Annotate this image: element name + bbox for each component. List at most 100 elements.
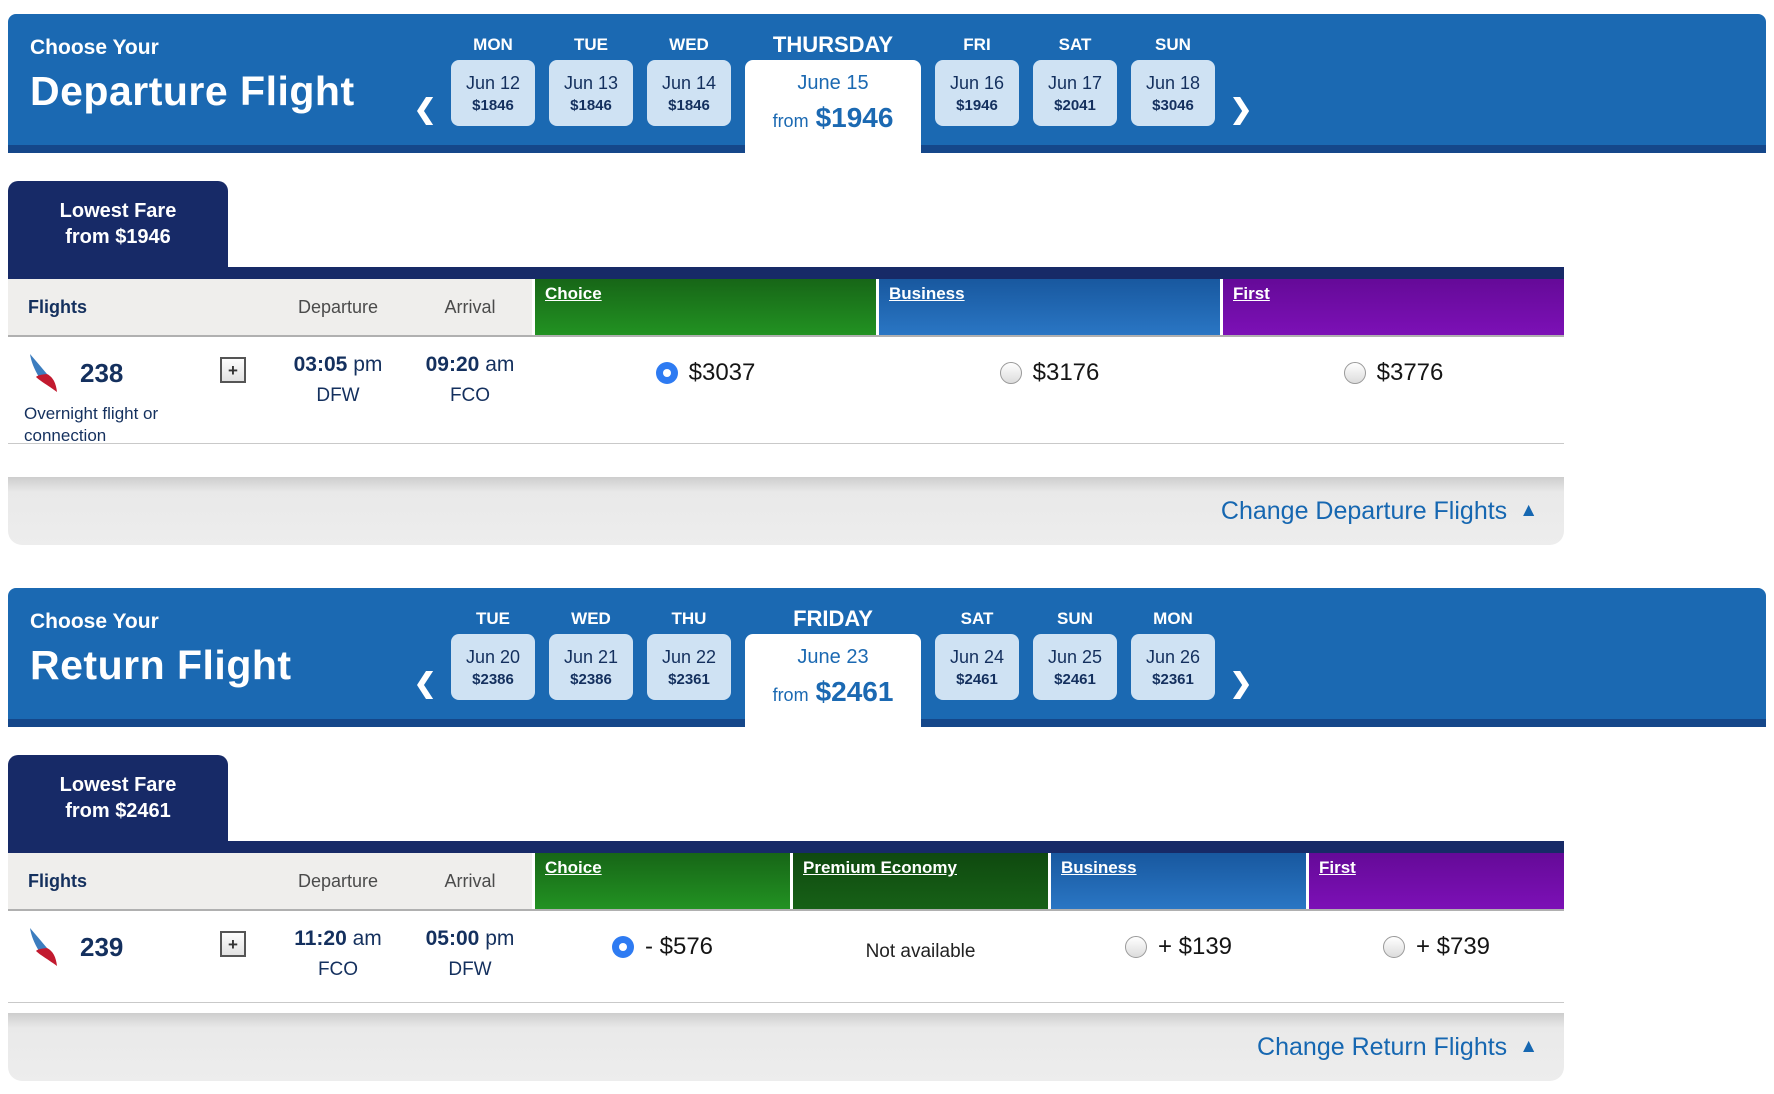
date-tab-box[interactable]: Jun 26 $2361 bbox=[1131, 634, 1215, 700]
arrival-column-header: Arrival bbox=[444, 870, 496, 891]
date-tab-box[interactable]: Jun 12 $1846 bbox=[451, 60, 535, 126]
date-tab-thursday-selected[interactable]: THURSDAY June 15 from $1946 bbox=[745, 34, 921, 178]
prev-dates-arrow[interactable]: ❮ bbox=[413, 668, 437, 698]
departure-footer-bar: Change Departure Flights ▲ bbox=[8, 477, 1564, 545]
date-tab-box-selected[interactable]: June 15 from $1946 bbox=[745, 60, 921, 178]
fare-price: + $739 bbox=[1415, 933, 1491, 960]
date-tab-box[interactable]: Jun 16 $1946 bbox=[935, 60, 1019, 126]
cabin-link-first[interactable]: First bbox=[1319, 858, 1356, 877]
cabin-link-choice[interactable]: Choice bbox=[545, 858, 602, 877]
fare-option-business[interactable]: + $139 bbox=[1051, 927, 1306, 1002]
date-tab-sat[interactable]: SAT Jun 24 $2461 bbox=[935, 608, 1019, 700]
date-tab-box[interactable]: Jun 13 $1846 bbox=[549, 60, 633, 126]
cabin-link-choice[interactable]: Choice bbox=[545, 284, 602, 303]
date-tab-box[interactable]: Jun 17 $2041 bbox=[1033, 60, 1117, 126]
date-tab-day: TUE bbox=[476, 609, 510, 628]
section-title: Departure Flight bbox=[30, 68, 355, 114]
date-tab-mon[interactable]: MON Jun 26 $2361 bbox=[1131, 608, 1215, 700]
date-tab-date: Jun 16 bbox=[949, 72, 1005, 93]
date-tab-thu[interactable]: THU Jun 22 $2361 bbox=[647, 608, 731, 700]
date-tab-day: SAT bbox=[960, 609, 994, 628]
arrival-time: 05:00 bbox=[425, 927, 480, 950]
date-tab-day: WED bbox=[669, 35, 709, 54]
date-tab-box[interactable]: Jun 25 $2461 bbox=[1033, 634, 1117, 700]
date-tab-price: $2361 bbox=[668, 670, 710, 688]
fare-option-first[interactable]: $3776 bbox=[1223, 353, 1564, 443]
fare-option-first[interactable]: + $739 bbox=[1309, 927, 1564, 1002]
arrival-time: 09:20 bbox=[425, 353, 480, 376]
fare-radio[interactable] bbox=[1124, 936, 1147, 958]
expand-flight-details-button[interactable]: + bbox=[220, 357, 246, 383]
fare-price: $3176 bbox=[1032, 359, 1100, 386]
fare-radio[interactable] bbox=[1382, 936, 1405, 958]
date-tab-sat[interactable]: SAT Jun 17 $2041 bbox=[1033, 34, 1117, 126]
change-return-flights-link[interactable]: Change Return Flights ▲ bbox=[1257, 1033, 1538, 1062]
lowest-fare-line1: Lowest Fare bbox=[59, 200, 177, 222]
departure-airport: DFW bbox=[316, 385, 360, 406]
date-tab-wed[interactable]: WED Jun 14 $1846 bbox=[647, 34, 731, 126]
date-tab-tue[interactable]: TUE Jun 20 $2386 bbox=[451, 608, 535, 700]
cabin-link-business[interactable]: Business bbox=[889, 284, 965, 303]
date-tab-box[interactable]: Jun 22 $2361 bbox=[647, 634, 731, 700]
departure-time: 03:05 bbox=[293, 353, 348, 376]
date-tab-day: WED bbox=[571, 609, 611, 628]
date-tab-day: MON bbox=[473, 35, 513, 54]
flight-info: 238 Overnight flight or connection bbox=[8, 353, 198, 445]
fare-not-available: Not available bbox=[865, 941, 976, 962]
date-tab-fri[interactable]: FRI Jun 16 $1946 bbox=[935, 34, 1019, 126]
cabin-header-business: Business bbox=[1051, 853, 1306, 909]
date-tab-sun[interactable]: SUN Jun 25 $2461 bbox=[1033, 608, 1117, 700]
date-tab-wed[interactable]: WED Jun 21 $2386 bbox=[549, 608, 633, 700]
prev-dates-arrow[interactable]: ❮ bbox=[413, 94, 437, 124]
departure-cell: 03:05 pm DFW bbox=[268, 353, 408, 443]
date-tab-date: Jun 26 bbox=[1145, 646, 1201, 667]
date-tab-day: FRI bbox=[963, 35, 991, 54]
cabin-link-first[interactable]: First bbox=[1233, 284, 1270, 303]
fare-option-choice[interactable]: - $576 bbox=[535, 927, 790, 1002]
fare-option-choice[interactable]: $3037 bbox=[535, 353, 876, 443]
arrival-meridiem: am bbox=[485, 353, 515, 376]
date-tab-day: TUE bbox=[574, 35, 608, 54]
fare-radio[interactable] bbox=[999, 362, 1022, 384]
fare-option-business[interactable]: $3176 bbox=[879, 353, 1220, 443]
departure-time: 11:20 bbox=[294, 927, 347, 950]
date-tab-sun[interactable]: SUN Jun 18 $3046 bbox=[1131, 34, 1215, 126]
cabin-header-first: First bbox=[1309, 853, 1564, 909]
flights-column-header: Flights bbox=[28, 296, 87, 317]
fare-radio-selected[interactable] bbox=[611, 936, 634, 958]
cabin-link-business[interactable]: Business bbox=[1061, 858, 1137, 877]
date-tab-box[interactable]: Jun 24 $2461 bbox=[935, 634, 1019, 700]
departure-date-strip: ❮ MON Jun 12 $1846 TUE Jun 13 $1846 WED … bbox=[413, 34, 1253, 178]
from-label: from bbox=[772, 685, 809, 705]
date-tab-tue[interactable]: TUE Jun 13 $1846 bbox=[549, 34, 633, 126]
date-tab-box[interactable]: Jun 20 $2386 bbox=[451, 634, 535, 700]
next-dates-arrow[interactable]: ❯ bbox=[1229, 668, 1253, 698]
from-label: from bbox=[772, 111, 809, 131]
date-tab-day: FRIDAY bbox=[793, 606, 873, 631]
fare-radio[interactable] bbox=[1343, 362, 1366, 384]
cabin-link-premium-economy[interactable]: Premium Economy bbox=[803, 858, 957, 877]
flight-row-239: 239 + 11:20 am FCO 05:00 pm DFW - $576 N… bbox=[8, 911, 1564, 1003]
date-tab-date: Jun 12 bbox=[465, 72, 521, 93]
date-tab-box[interactable]: Jun 14 $1846 bbox=[647, 60, 731, 126]
change-departure-flights-link[interactable]: Change Departure Flights ▲ bbox=[1221, 497, 1538, 526]
arrival-meridiem: pm bbox=[485, 927, 515, 950]
fare-radio-selected[interactable] bbox=[655, 362, 678, 384]
flights-column-header: Flights bbox=[28, 870, 87, 891]
cabin-header-choice: Choice bbox=[535, 279, 876, 335]
date-tab-mon[interactable]: MON Jun 12 $1846 bbox=[451, 34, 535, 126]
date-tab-price: $2386 bbox=[570, 670, 612, 688]
date-tab-friday-selected[interactable]: FRIDAY June 23 from $2461 bbox=[745, 608, 921, 752]
departure-flight-section: Choose Your Departure Flight ❮ MON Jun 1… bbox=[8, 14, 1766, 545]
date-tab-box-selected[interactable]: June 23 from $2461 bbox=[745, 634, 921, 752]
date-tab-box[interactable]: Jun 21 $2386 bbox=[549, 634, 633, 700]
next-dates-arrow[interactable]: ❯ bbox=[1229, 94, 1253, 124]
section-eyebrow: Choose Your bbox=[30, 610, 159, 633]
date-tab-day: SAT bbox=[1058, 35, 1092, 54]
date-tab-box[interactable]: Jun 18 $3046 bbox=[1131, 60, 1215, 126]
american-airlines-eagle-icon bbox=[30, 928, 57, 966]
expand-flight-details-button[interactable]: + bbox=[220, 931, 246, 957]
arrival-airport: DFW bbox=[448, 959, 492, 980]
table-top-bar bbox=[8, 841, 1564, 853]
date-tab-price: $1946 bbox=[815, 102, 894, 133]
